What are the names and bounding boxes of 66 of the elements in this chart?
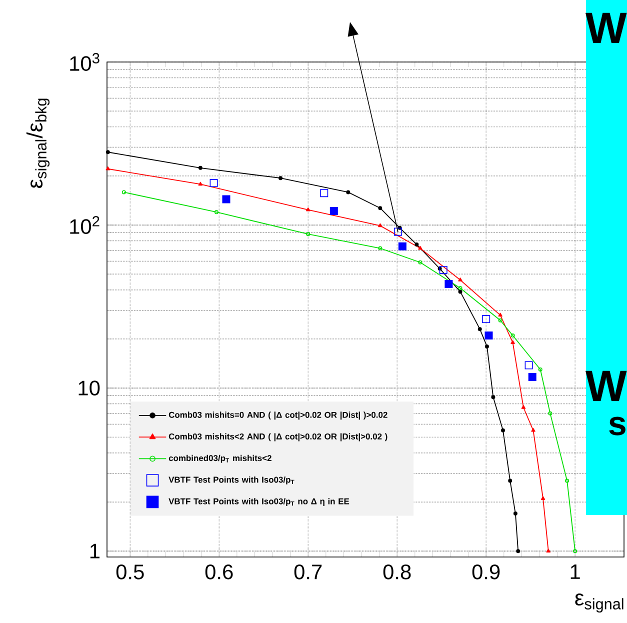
point	[458, 286, 462, 290]
legend-label: Comb03 mishits=0 AND ( |Δ cot|>0.02 OR |Dist| )>0.02	[168, 412, 388, 420]
point	[378, 246, 382, 250]
point	[540, 496, 546, 500]
point	[198, 182, 203, 186]
point	[320, 189, 328, 198]
x-tick-label: 0.8	[383, 564, 411, 580]
x-tick-label: 0.7	[294, 564, 322, 580]
point	[330, 206, 338, 215]
point	[306, 207, 310, 212]
point	[394, 228, 402, 236]
point	[524, 361, 533, 370]
point	[516, 549, 520, 554]
point	[418, 246, 422, 250]
point	[498, 318, 502, 322]
point	[458, 290, 462, 294]
point	[500, 428, 505, 432]
point	[528, 372, 536, 381]
point	[198, 166, 202, 170]
point	[458, 278, 462, 282]
x-axis-title: ε$_{signal}$	[575, 594, 624, 612]
point	[439, 266, 448, 274]
point	[378, 206, 382, 210]
y-tick-label: 10	[78, 380, 100, 396]
y-tick-label: 1	[90, 544, 100, 558]
point	[531, 428, 536, 432]
x-tick-label: 0.6	[205, 564, 233, 580]
point	[510, 334, 515, 338]
point	[278, 176, 283, 180]
legend-label: combined03/p$_{T}$ mishits<2	[168, 454, 272, 463]
legend-label: VBTF Test Points with Iso03/p$_{T}$ no Δ η in EE	[168, 498, 350, 506]
point	[482, 315, 490, 324]
point	[521, 405, 526, 409]
point	[478, 327, 482, 332]
point	[444, 280, 453, 288]
point	[306, 232, 310, 236]
point	[210, 179, 218, 188]
point	[484, 332, 493, 340]
point	[565, 478, 570, 483]
point	[513, 512, 518, 516]
y-tick-label: 10$^{3}$	[70, 53, 100, 71]
point	[378, 223, 382, 228]
y-tick-label: 10$^{2}$	[70, 216, 100, 234]
point	[538, 367, 542, 372]
x-tick-label: 0.9	[472, 564, 500, 580]
point	[214, 210, 218, 214]
legend-label: Comb03 mishits<2 AND ( |Δ cot|>0.02 OR |Dist|>0.02 )	[168, 433, 388, 442]
point	[398, 242, 406, 250]
x-tick-label: 0.5	[116, 564, 144, 580]
x-tick-label: 1	[570, 564, 580, 579]
point	[222, 195, 230, 204]
point	[346, 190, 350, 194]
point	[106, 150, 110, 154]
point	[546, 548, 551, 552]
point	[106, 166, 110, 170]
y-axis-title: ε$_{signal}$/ε$_{bkg}$	[26, 98, 50, 188]
point	[510, 340, 515, 344]
legend-label: VBTF Test Points with Iso03/p$_{T}$	[168, 476, 294, 484]
annotation: s	[609, 416, 626, 436]
point	[414, 242, 419, 246]
point	[491, 395, 496, 400]
point	[484, 344, 489, 348]
point	[548, 411, 552, 416]
point	[508, 478, 512, 483]
point	[498, 312, 502, 317]
point	[418, 260, 422, 264]
